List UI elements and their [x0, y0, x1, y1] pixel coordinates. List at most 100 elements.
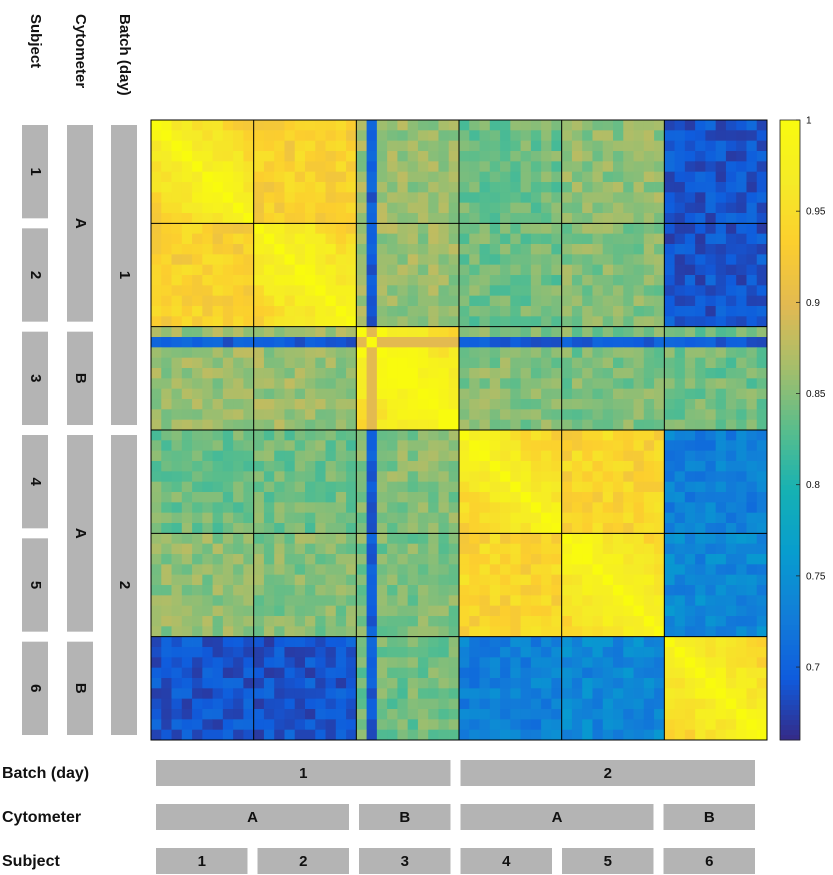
heatmap-cell	[284, 399, 296, 410]
heatmap-cell	[202, 337, 213, 348]
heatmap-cell	[253, 368, 265, 379]
heatmap-cell	[448, 388, 460, 400]
heatmap-cell	[684, 378, 696, 390]
heatmap-cell	[243, 585, 255, 596]
heatmap-cell	[356, 450, 367, 462]
heatmap-cell	[725, 626, 737, 638]
heatmap-cell	[212, 409, 224, 421]
heatmap-cell	[571, 223, 583, 235]
heatmap-cell	[294, 574, 306, 586]
heatmap-cell	[233, 533, 244, 545]
heatmap-cell	[469, 481, 480, 493]
heatmap-cell	[253, 171, 265, 183]
heatmap-cell	[202, 399, 213, 410]
heatmap-cell	[592, 605, 604, 617]
heatmap-cell	[695, 306, 706, 317]
heatmap-cell	[294, 357, 306, 369]
heatmap-cell	[222, 337, 234, 348]
heatmap-cell	[479, 574, 491, 586]
heatmap-cell	[366, 192, 378, 204]
heatmap-cell	[387, 419, 398, 431]
heatmap-cell	[520, 595, 532, 607]
heatmap-cell	[602, 543, 614, 555]
heatmap-cell	[571, 667, 583, 679]
heatmap-cell	[212, 440, 224, 452]
heatmap-cell	[664, 647, 675, 658]
heatmap-cell	[695, 264, 706, 276]
heatmap-cell	[654, 223, 665, 235]
colorbar-swatch	[780, 320, 800, 326]
heatmap-cell	[602, 192, 614, 204]
heatmap-cell	[397, 523, 409, 534]
heatmap-cell	[479, 357, 491, 369]
heatmap-cell	[151, 192, 162, 204]
heatmap-cell	[222, 523, 234, 534]
heatmap-cell	[192, 647, 203, 658]
heatmap-cell	[571, 202, 583, 214]
heatmap-cell	[305, 512, 316, 524]
heatmap-cell	[571, 388, 583, 400]
heatmap-cell	[571, 357, 583, 369]
heatmap-cell	[397, 554, 409, 565]
heatmap-cell	[479, 368, 491, 379]
heatmap-cell	[212, 450, 224, 462]
heatmap-cell	[571, 430, 583, 441]
heatmap-cell	[695, 161, 706, 173]
heatmap-cell	[315, 481, 326, 493]
heatmap-cell	[263, 347, 275, 359]
heatmap-cell	[633, 647, 645, 658]
heatmap-cell	[510, 471, 521, 483]
heatmap-cell	[725, 523, 737, 534]
heatmap-cell	[171, 182, 183, 193]
heatmap-cell	[171, 337, 183, 348]
heatmap-cell	[438, 130, 450, 142]
bottom-annotation-label: 4	[502, 853, 511, 870]
heatmap-cell	[325, 378, 337, 390]
heatmap-cell	[500, 471, 511, 483]
heatmap-cell	[530, 347, 542, 359]
heatmap-cell	[161, 192, 172, 204]
heatmap-cell	[623, 368, 634, 379]
heatmap-cell	[725, 605, 737, 617]
heatmap-cell	[356, 233, 367, 245]
heatmap-cell	[274, 285, 285, 297]
heatmap-cell	[171, 719, 183, 731]
heatmap-cell	[417, 729, 429, 741]
heatmap-cell	[500, 647, 511, 658]
heatmap-cell	[674, 275, 686, 286]
heatmap-cell	[715, 357, 727, 369]
heatmap-cell	[274, 616, 285, 627]
heatmap-cell	[613, 698, 624, 710]
heatmap-cell	[500, 233, 511, 245]
heatmap-cell	[366, 264, 378, 276]
heatmap-cell	[243, 161, 255, 173]
heatmap-cell	[428, 378, 439, 390]
heatmap-cell	[664, 316, 675, 328]
heatmap-cell	[366, 306, 378, 317]
heatmap-cell	[582, 233, 593, 245]
heatmap-cell	[407, 295, 419, 307]
heatmap-cell	[551, 719, 563, 731]
heatmap-cell	[161, 554, 172, 565]
heatmap-cell	[346, 636, 357, 648]
heatmap-cell	[356, 316, 367, 328]
heatmap-cell	[541, 719, 552, 731]
heatmap-cell	[561, 523, 573, 534]
heatmap-cell	[623, 461, 634, 472]
heatmap-cell	[448, 264, 460, 276]
heatmap-cell	[654, 688, 665, 700]
heatmap-cell	[746, 223, 758, 235]
heatmap-cell	[335, 130, 347, 142]
heatmap-cell	[736, 636, 747, 648]
heatmap-cell	[643, 306, 655, 317]
heatmap-cell	[407, 595, 419, 607]
heatmap-cell	[417, 471, 429, 483]
heatmap-cell	[171, 647, 183, 658]
heatmap-cell	[736, 182, 747, 193]
heatmap-cell	[346, 657, 357, 669]
heatmap-cell	[438, 388, 450, 400]
heatmap-cell	[736, 667, 747, 679]
heatmap-cell	[274, 233, 285, 245]
heatmap-cell	[582, 574, 593, 586]
